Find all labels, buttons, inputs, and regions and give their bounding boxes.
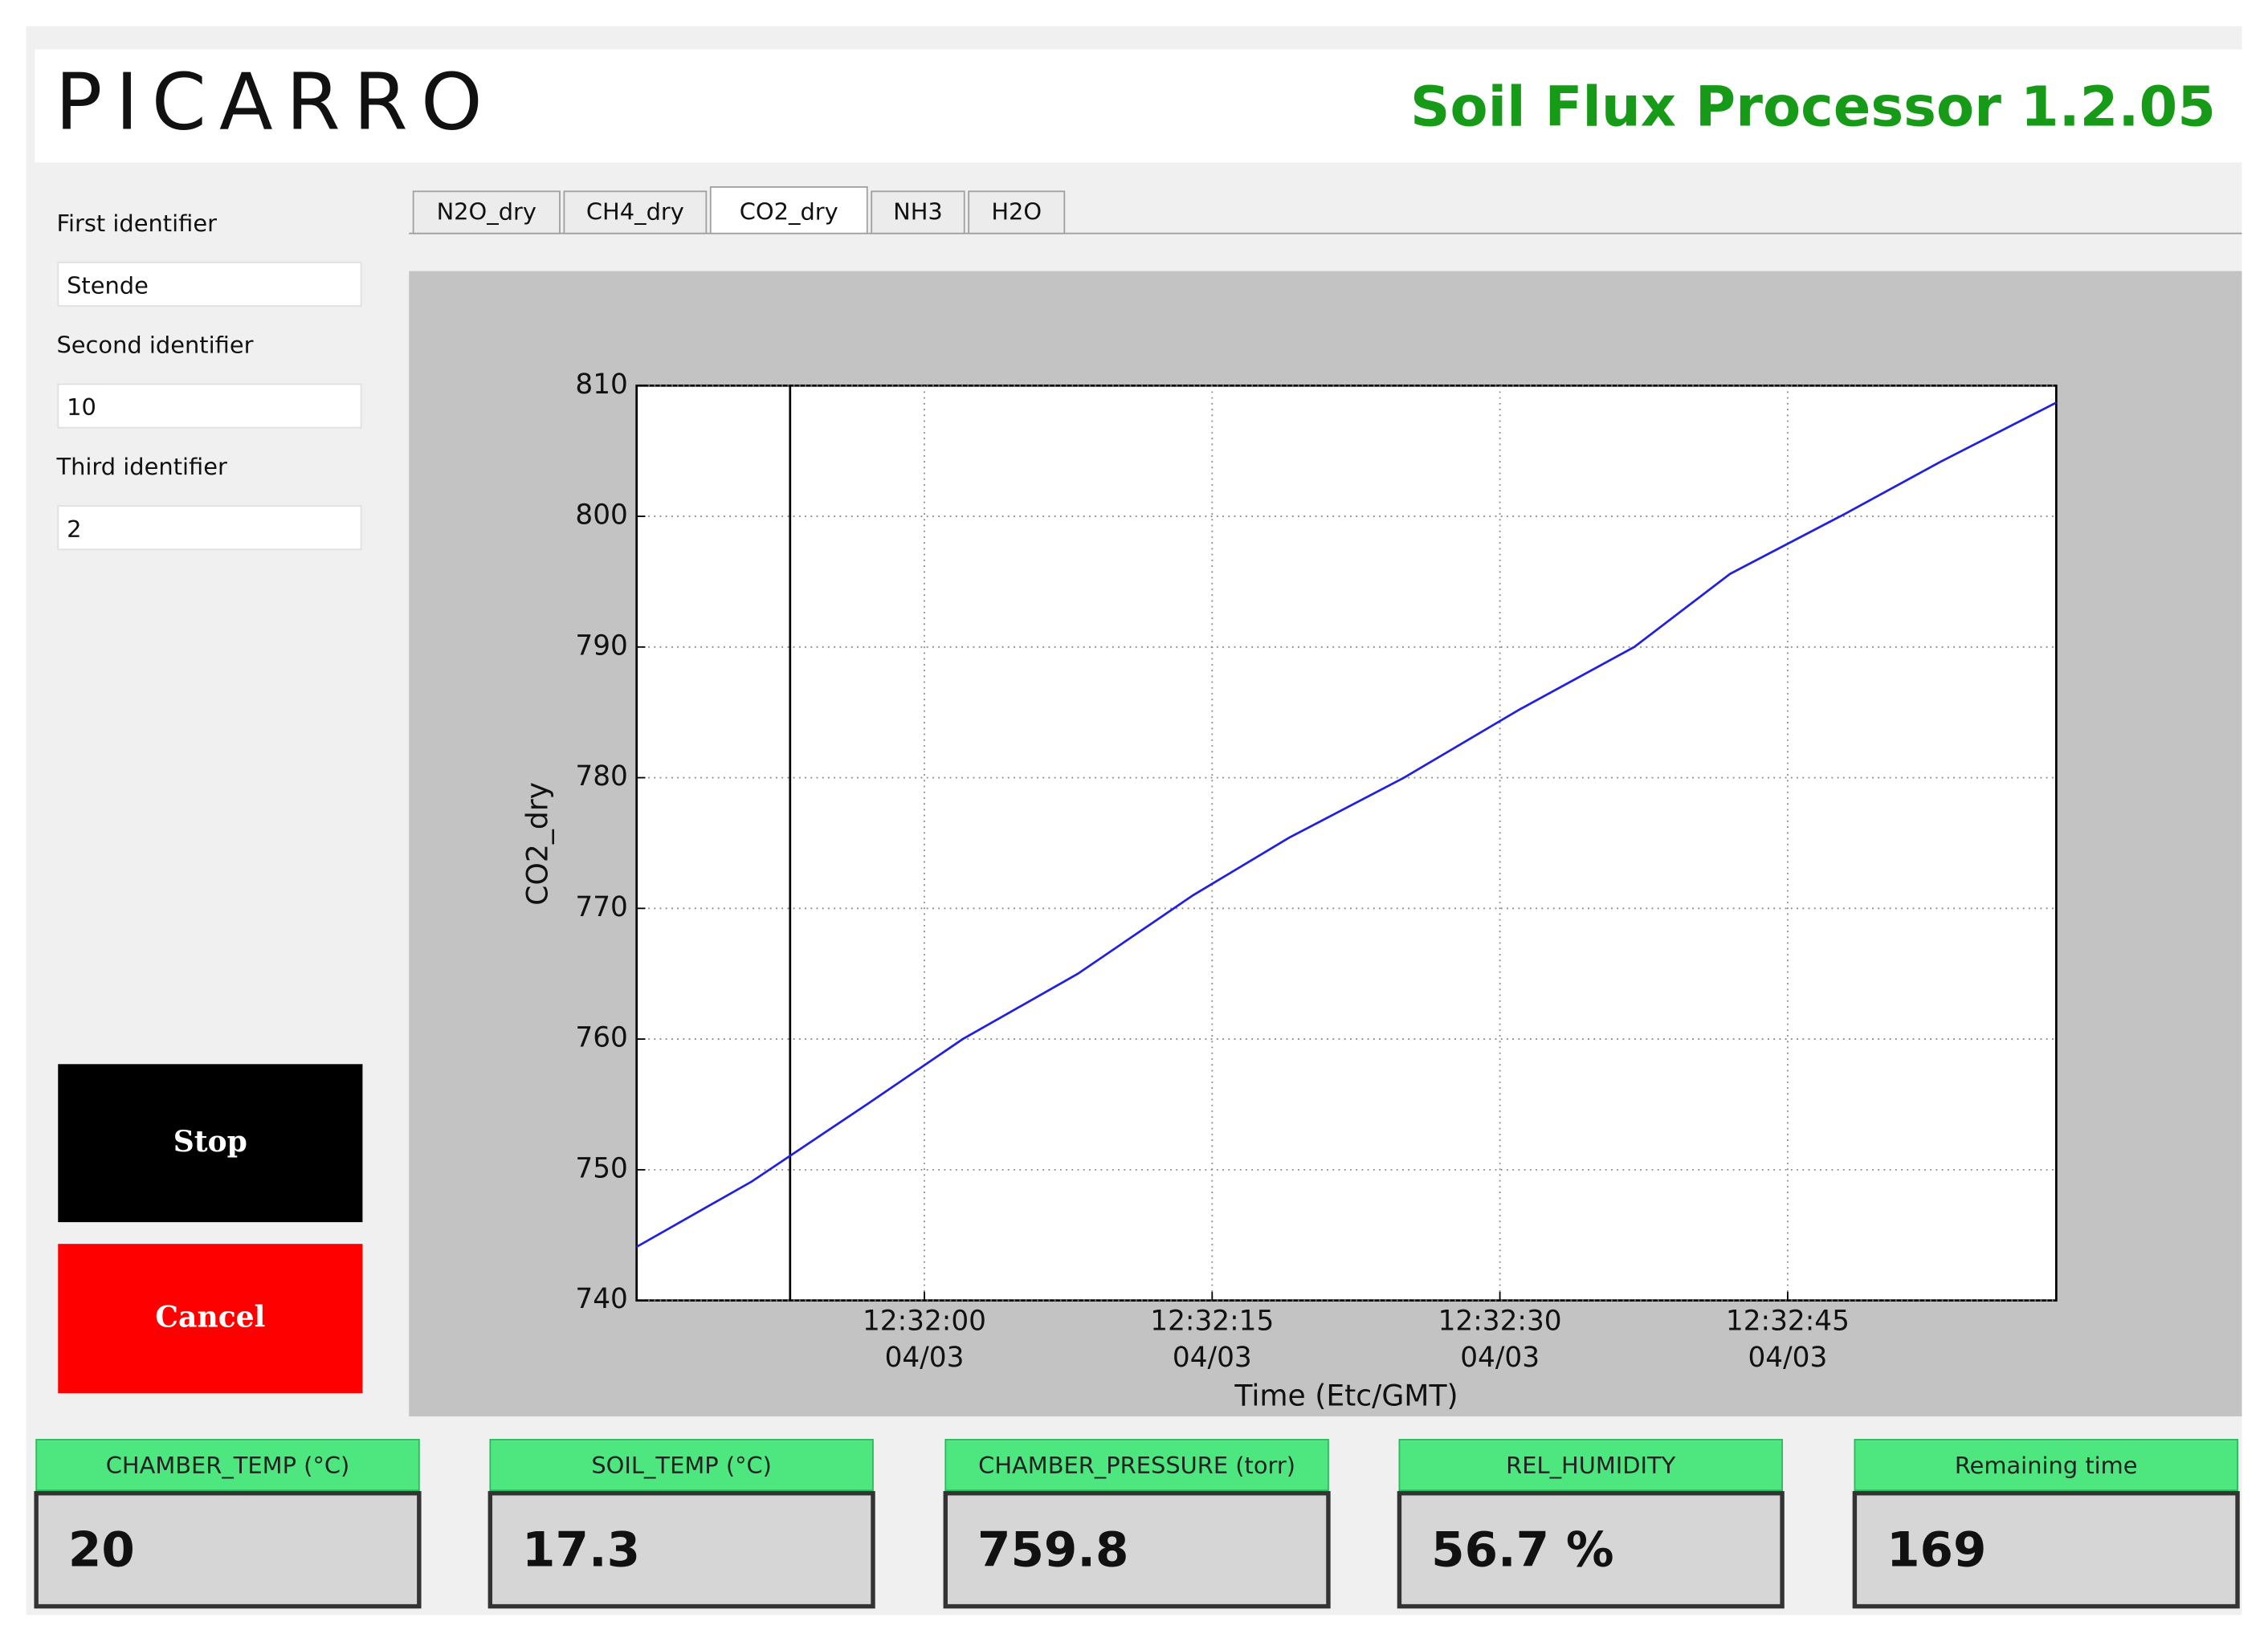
x-tick-label: 12:32:30 04/03: [1438, 1305, 1562, 1373]
input-value[interactable]: 2: [67, 515, 81, 543]
logo: PICARRO: [55, 55, 496, 147]
readout-box: [1397, 1491, 1785, 1609]
tab[interactable]: [563, 190, 708, 234]
text-input[interactable]: [57, 261, 362, 307]
tab-label[interactable]: CH4_dry: [586, 198, 684, 225]
readout-header: [1854, 1439, 2238, 1492]
data-line: [636, 401, 2057, 1249]
readout-header: [944, 1439, 1329, 1492]
y-tick-label: 770: [575, 891, 627, 923]
cancel-label[interactable]: Cancel: [155, 1300, 265, 1334]
tab[interactable]: [709, 186, 868, 234]
readout-label: CHAMBER_TEMP (°C): [106, 1452, 350, 1479]
tab-label[interactable]: NH3: [893, 198, 943, 225]
readout-value: 20: [68, 1522, 135, 1578]
input-value[interactable]: 10: [67, 393, 96, 421]
readout-value: 759.8: [977, 1522, 1128, 1578]
tab[interactable]: [412, 190, 561, 234]
readout-header: [489, 1439, 874, 1492]
y-tick-label: 760: [575, 1022, 627, 1054]
tab-label[interactable]: H2O: [991, 198, 1042, 225]
readout-box: [487, 1491, 875, 1609]
readout-value: 169: [1887, 1522, 1986, 1578]
y-tick-label: 810: [575, 369, 627, 401]
header: [35, 49, 2242, 163]
x-axis-label: Time (Etc/GMT): [1234, 1379, 1458, 1413]
y-tick-label: 740: [575, 1283, 627, 1315]
y-axis-label: CO2_dry: [520, 782, 555, 906]
stop-label[interactable]: Stop: [173, 1124, 247, 1159]
field-label: Second identifier: [56, 332, 253, 359]
tab-label[interactable]: N2O_dry: [437, 198, 536, 225]
tab-label[interactable]: CO2_dry: [740, 198, 838, 225]
y-tick-label: 780: [575, 760, 627, 792]
readout-value: 56.7 %: [1431, 1522, 1613, 1578]
app-title: Soil Flux Processor 1.2.05: [1410, 75, 2216, 139]
x-tick-label: 12:32:45 04/03: [1726, 1305, 1850, 1373]
field-label: Third identifier: [55, 453, 227, 480]
text-input[interactable]: [57, 383, 362, 429]
tab[interactable]: [968, 190, 1066, 234]
y-tick-label: 790: [575, 630, 627, 662]
readout-value: 17.3: [522, 1522, 640, 1578]
field-label: First identifier: [56, 210, 217, 237]
y-tick-label: 800: [575, 499, 627, 532]
plot-area: [635, 384, 2058, 1302]
readout-label: Remaining time: [1955, 1452, 2138, 1479]
readout-header: [1398, 1439, 1783, 1492]
text-input[interactable]: [57, 505, 362, 551]
readout-label: REL_HUMIDITY: [1506, 1452, 1675, 1479]
tab[interactable]: [871, 190, 965, 234]
readout-box: [1852, 1491, 2240, 1609]
readout-label: SOIL_TEMP (°C): [591, 1452, 772, 1479]
y-tick-label: 750: [575, 1152, 627, 1184]
readout-header: [35, 1439, 420, 1492]
readout-box: [943, 1491, 1331, 1609]
cancel-button[interactable]: [58, 1244, 363, 1394]
stop-button[interactable]: [58, 1064, 363, 1223]
input-value[interactable]: Stende: [67, 272, 149, 299]
x-tick-label: 12:32:15 04/03: [1150, 1305, 1274, 1373]
readout-box: [34, 1491, 422, 1609]
readout-label: CHAMBER_PRESSURE (torr): [978, 1452, 1295, 1479]
x-tick-label: 12:32:00 04/03: [863, 1305, 986, 1373]
